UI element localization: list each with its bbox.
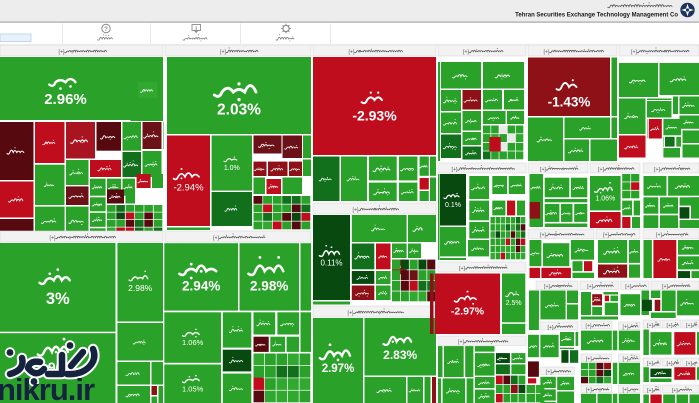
svg-text:[+]: [+] [686, 361, 692, 367]
svg-text:[+]: [+] [59, 49, 65, 55]
svg-text:[+]: [+] [349, 49, 355, 55]
svg-text:[+]: [+] [603, 233, 609, 239]
svg-text:[+]: [+] [540, 167, 546, 173]
svg-text:2.96%: 2.96% [44, 91, 87, 108]
svg-text:1.0%: 1.0% [224, 165, 240, 172]
svg-text:[+]: [+] [667, 361, 673, 367]
svg-text:[+]: [+] [623, 388, 629, 394]
svg-text:[+]: [+] [654, 167, 660, 173]
svg-text:-2.94%: -2.94% [173, 182, 204, 193]
svg-text:[+]: [+] [353, 207, 359, 213]
svg-text:1.06%: 1.06% [182, 338, 204, 347]
svg-text:2.94%: 2.94% [182, 279, 220, 294]
svg-text:[+]: [+] [458, 340, 464, 346]
svg-text:2.83%: 2.83% [383, 348, 417, 362]
svg-text:-2.97%: -2.97% [451, 306, 485, 318]
svg-text:[+]: [+] [686, 323, 692, 329]
svg-text:[+]: [+] [631, 49, 637, 55]
svg-text:[+]: [+] [544, 49, 550, 55]
svg-text:[+]: [+] [348, 310, 354, 316]
svg-text:[+]: [+] [540, 233, 546, 239]
svg-text:-2.93%: -2.93% [352, 107, 397, 123]
svg-text:-1.43%: -1.43% [548, 95, 591, 110]
svg-text:?: ? [104, 26, 108, 33]
svg-text:[+]: [+] [647, 388, 653, 394]
svg-text:[+]: [+] [662, 284, 668, 290]
svg-text:[+]: [+] [623, 357, 629, 363]
svg-text:[+]: [+] [213, 235, 219, 241]
svg-text:[+]: [+] [459, 266, 465, 272]
svg-text:[+]: [+] [667, 323, 673, 329]
svg-text:[+]: [+] [546, 370, 552, 376]
svg-text:[+]: [+] [623, 325, 629, 331]
svg-text:2.03%: 2.03% [217, 101, 261, 118]
svg-text:[+]: [+] [586, 324, 592, 330]
svg-text:[+]: [+] [625, 284, 631, 290]
svg-text:[+]: [+] [598, 167, 604, 173]
svg-text:[+]: [+] [586, 388, 592, 394]
svg-text:[+]: [+] [586, 357, 592, 363]
svg-text:[+]: [+] [647, 361, 653, 367]
svg-text:[+]: [+] [647, 323, 653, 329]
svg-text:2.98%: 2.98% [128, 283, 153, 293]
svg-text:2.98%: 2.98% [250, 279, 288, 294]
svg-text:[+]: [+] [548, 325, 554, 331]
svg-text:2.97%: 2.97% [322, 363, 355, 375]
svg-text:[+]: [+] [50, 235, 56, 241]
svg-text:[+]: [+] [220, 49, 226, 55]
svg-text:[+]: [+] [587, 284, 593, 290]
svg-text:[+]: [+] [463, 49, 469, 55]
svg-text:1.06%: 1.06% [595, 195, 615, 202]
svg-text:[+]: [+] [656, 233, 662, 239]
svg-text:[+]: [+] [544, 284, 550, 290]
svg-text:2.5%: 2.5% [506, 300, 522, 307]
svg-text:0.11%: 0.11% [320, 259, 342, 268]
svg-text:1.05%: 1.05% [182, 384, 204, 393]
svg-text:0.1%: 0.1% [445, 202, 461, 209]
svg-text:[+]: [+] [672, 388, 678, 394]
svg-text:Tehran Securities Exchange Tec: Tehran Securities Exchange Technology Ma… [515, 13, 678, 19]
svg-text:[+]: [+] [452, 167, 458, 173]
svg-text:3%: 3% [46, 290, 70, 308]
svg-text:nikru.ir: nikru.ir [0, 372, 95, 403]
